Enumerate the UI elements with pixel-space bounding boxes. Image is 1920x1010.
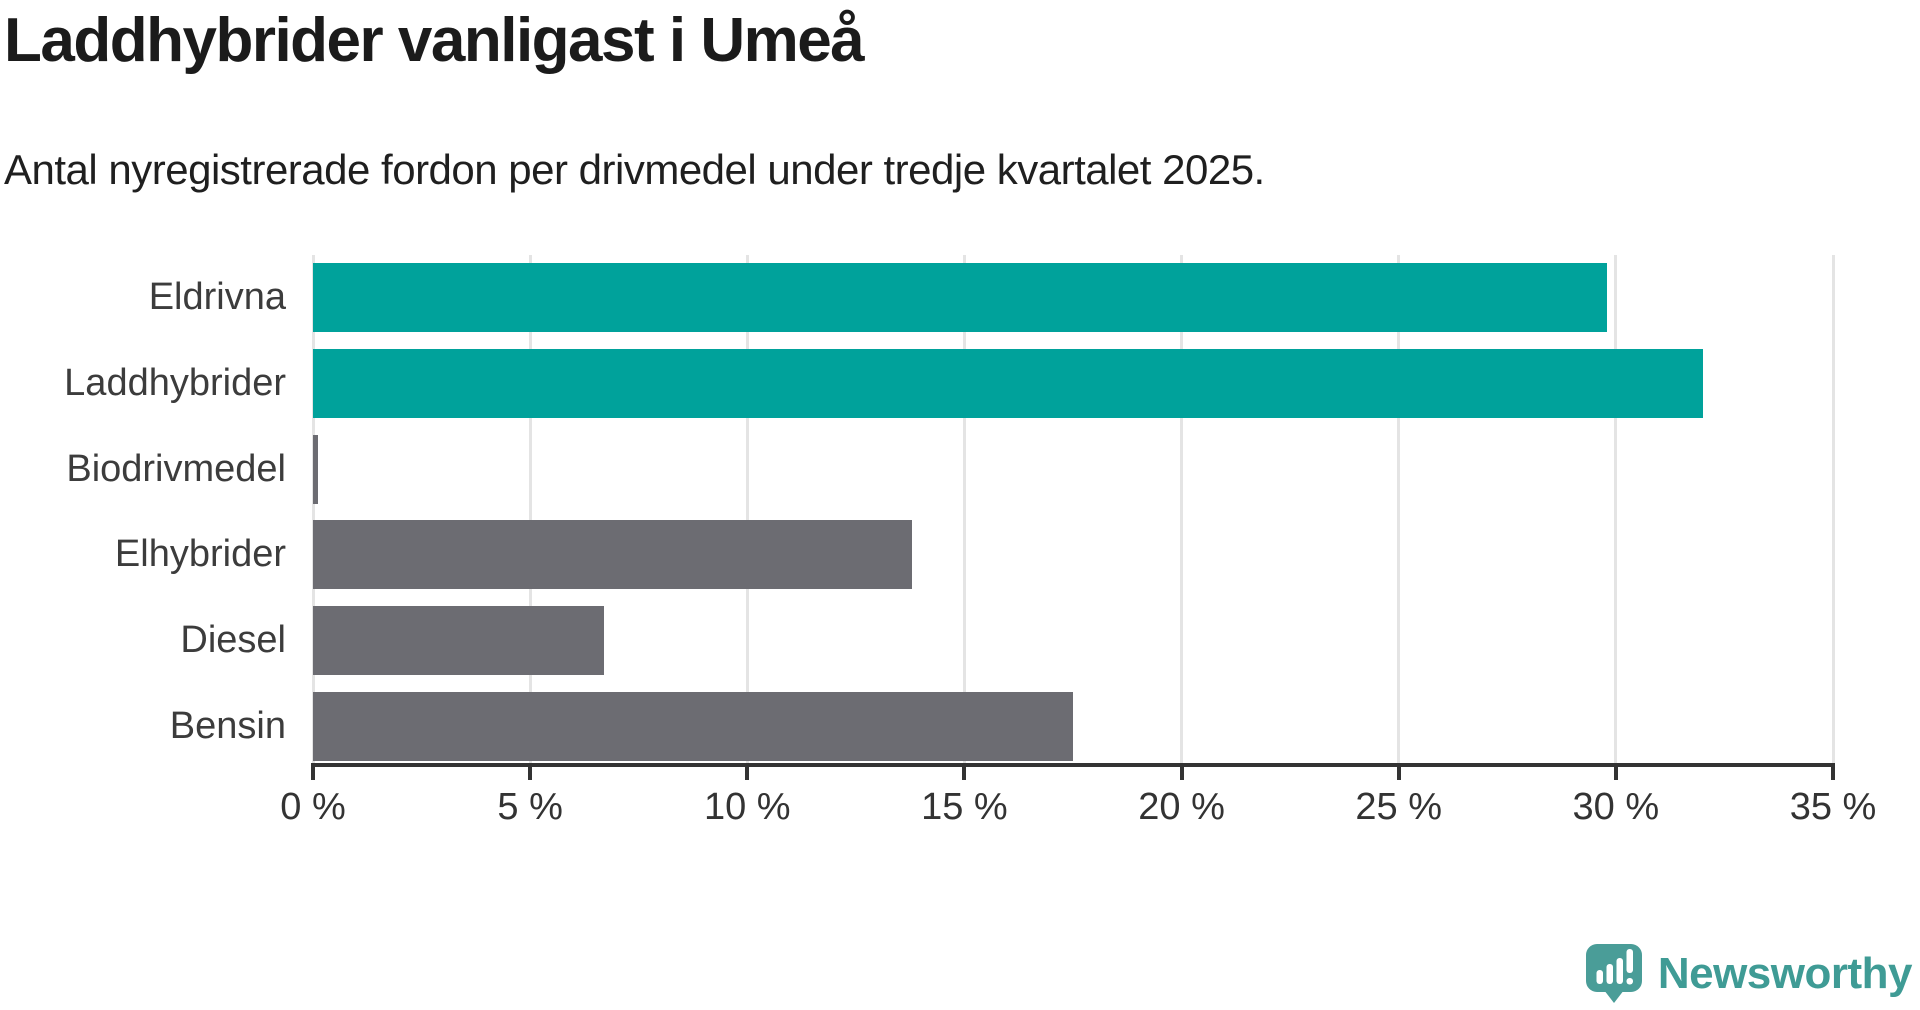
x-axis-tick — [528, 767, 533, 780]
gridline — [962, 255, 966, 763]
gridline — [1614, 255, 1618, 763]
chart-title: Laddhybrider vanligast i Umeå — [4, 6, 865, 75]
gridline — [1831, 255, 1835, 763]
bar-elhybrider — [313, 520, 913, 590]
category-label-diesel: Diesel — [180, 619, 286, 662]
x-axis-line — [311, 763, 1835, 767]
category-label-elhybrider: Elhybrider — [114, 533, 286, 576]
x-axis-tick-label: 5 % — [497, 786, 563, 828]
category-label-bensin: Bensin — [169, 705, 286, 747]
x-axis-tick — [745, 767, 750, 780]
newsworthy-chart-bubble-icon — [1585, 944, 1642, 1003]
bar-laddhybrider — [313, 348, 1703, 418]
x-axis-tick-label: 0 % — [280, 786, 346, 828]
chart-subtitle: Antal nyregistrerade fordon per drivmede… — [4, 146, 1265, 193]
x-axis-tick-label: 10 % — [703, 786, 791, 828]
x-axis-tick — [311, 767, 315, 780]
x-axis-tick — [1831, 767, 1835, 780]
x-axis-tick — [1396, 767, 1401, 780]
gridline — [311, 255, 315, 763]
x-axis-tick-label: 25 % — [1355, 786, 1443, 828]
x-axis-tick — [962, 767, 967, 780]
x-axis-tick — [1613, 767, 1618, 780]
x-axis-tick-label: 35 % — [1789, 786, 1877, 828]
gridline — [528, 255, 532, 763]
bar-biodrivmedel — [313, 434, 318, 504]
bar-bensin — [313, 692, 1073, 761]
gridline — [1397, 255, 1401, 763]
bar-diesel — [313, 606, 604, 676]
x-axis-tick-label: 20 % — [1138, 786, 1225, 828]
category-label-laddhybrider: Laddhybrider — [64, 361, 286, 404]
x-axis-tick — [1179, 767, 1184, 780]
gridline — [745, 255, 749, 763]
newsworthy-logo-text: Newsworthy — [1657, 949, 1913, 998]
category-label-eldrivna: Eldrivna — [148, 276, 286, 318]
gridline — [1180, 255, 1184, 763]
newsworthy-logo[interactable]: Newsworthy — [1584, 940, 1913, 1008]
plot-area — [311, 255, 1835, 763]
bar-eldrivna — [313, 263, 1608, 332]
category-label-biodrivmedel: Biodrivmedel — [66, 447, 286, 490]
x-axis-tick-label: 15 % — [921, 786, 1008, 828]
category-labels-column: Eldrivna Laddhybrider Biodrivmedel Elhybrid… — [0, 255, 286, 763]
x-axis-tick-label: 30 % — [1572, 786, 1660, 828]
